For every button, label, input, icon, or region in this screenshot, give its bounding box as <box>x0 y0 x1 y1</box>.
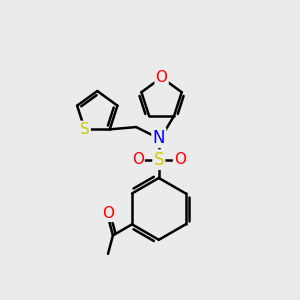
Text: O: O <box>102 206 114 221</box>
Text: S: S <box>154 151 164 169</box>
Text: O: O <box>174 152 186 167</box>
Text: O: O <box>156 70 168 85</box>
Text: N: N <box>153 129 165 147</box>
Text: O: O <box>132 152 144 167</box>
Text: S: S <box>80 122 90 137</box>
